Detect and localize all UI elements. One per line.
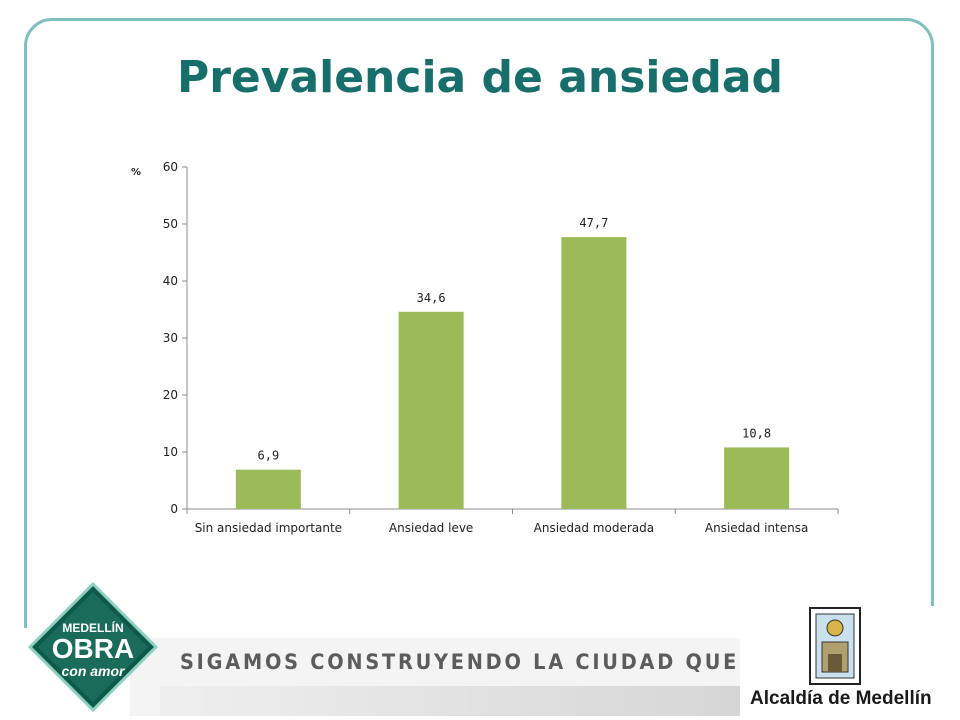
x-category-label: Ansiedad intensa xyxy=(705,521,808,535)
data-label-1: 6,9 xyxy=(258,449,280,463)
bar-4 xyxy=(724,447,790,509)
y-tick-label: 60 xyxy=(163,160,178,174)
bar-2 xyxy=(398,311,464,509)
alcaldia-logo xyxy=(740,606,940,718)
slide-title: Prevalencia de ansiedad xyxy=(176,52,784,103)
bar-1 xyxy=(235,469,301,509)
y-tick-label: 40 xyxy=(163,274,178,288)
data-label-4: 10,8 xyxy=(742,426,771,440)
y-tick-label: 20 xyxy=(163,388,178,402)
badge-line1: MEDELLÍN xyxy=(62,620,123,635)
y-tick-label: 30 xyxy=(163,331,178,345)
x-category-label: Sin ansiedad importante xyxy=(195,521,342,535)
bar-chart: 0 10 20 30 40 50 60% 6,9 Sin ansiedad importante… xyxy=(131,160,839,535)
y-tick-label: 10 xyxy=(163,445,178,459)
badge-line3: con amor xyxy=(61,663,126,679)
bar-3 xyxy=(561,237,627,510)
medellin-badge-icon: MEDELLÍN OBRA con amor xyxy=(28,582,158,712)
badge-line2: OBRA xyxy=(52,633,134,664)
y-tick-label: 50 xyxy=(163,217,178,231)
coat-of-arms-icon xyxy=(809,607,861,685)
data-label-3: 47,7 xyxy=(579,216,608,230)
slide-frame xyxy=(24,18,934,718)
y-axis-label: % xyxy=(131,167,141,178)
x-category-label: Ansiedad moderada xyxy=(534,521,654,535)
x-category-label: Ansiedad leve xyxy=(389,521,473,535)
alcaldia-name: Alcaldía de Medellín xyxy=(750,688,932,709)
y-tick-label: 0 xyxy=(170,502,178,516)
data-label-2: 34,6 xyxy=(417,291,446,305)
